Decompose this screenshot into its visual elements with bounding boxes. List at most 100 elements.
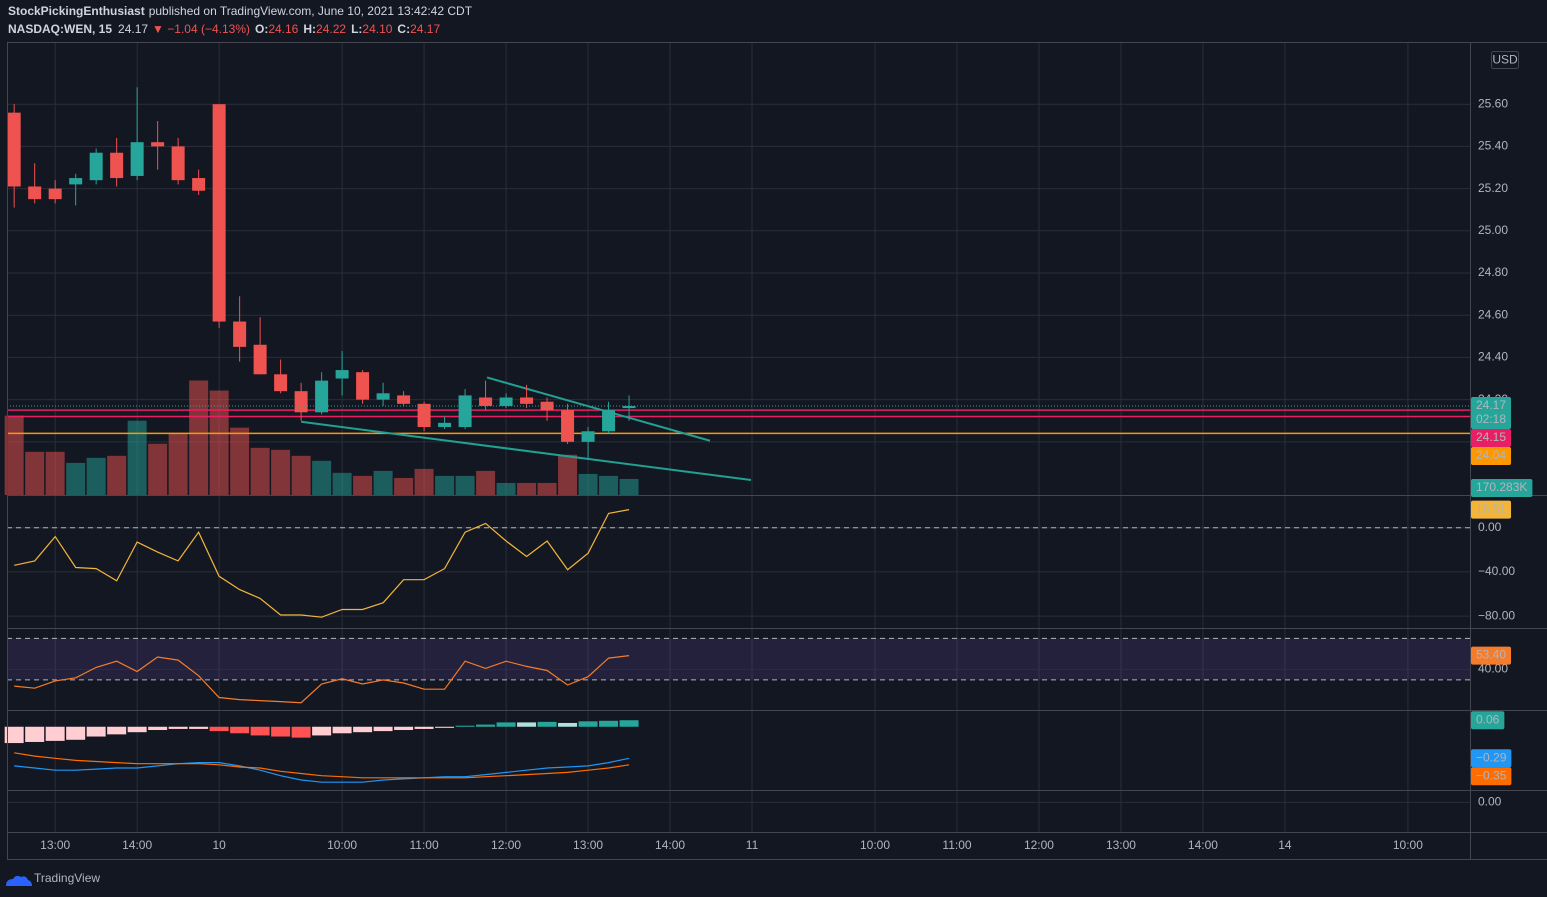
histogram-bar — [209, 726, 229, 732]
candle-body — [581, 431, 595, 442]
x-tick-label: 14:00 — [655, 838, 685, 852]
volume-bar — [599, 475, 619, 495]
x-tick-label: 13:00 — [573, 838, 603, 852]
trend-line — [486, 376, 711, 442]
volume-bar — [291, 455, 311, 495]
volume-bar — [189, 380, 209, 495]
quote-line: NASDAQ:WEN, 15 24.17 ▼ −1.04 (−4.13%) O:24.… — [8, 22, 440, 36]
volume-bar — [209, 390, 229, 495]
histogram-bar — [599, 720, 619, 727]
price-badge — [1471, 767, 1512, 786]
y-tick-label: 24.60 — [1478, 307, 1508, 321]
volume-bar — [271, 449, 291, 495]
volume-bar — [25, 451, 45, 495]
candle-body — [110, 152, 124, 179]
axis-labels: 13:00 14:00 10 10:00 11:00 12:00 13:00 14:00 11 1… — [40, 96, 1533, 852]
volume-bar — [394, 477, 414, 495]
header-line: StockPickingEnthusiast published on Tradi… — [8, 4, 473, 18]
histogram-bar — [312, 726, 332, 736]
logo — [6, 875, 32, 886]
histogram-bar — [168, 726, 188, 729]
grid — [7, 43, 1470, 832]
x-tick-label: 14:00 — [1188, 838, 1218, 852]
candle-body — [417, 403, 431, 428]
ohlc-label: O: — [255, 22, 268, 36]
histogram-bar — [25, 726, 45, 742]
candle-body — [458, 395, 472, 428]
candle-body — [376, 393, 390, 400]
ohlc-value: 24.16 — [268, 22, 298, 36]
badge-label: −0.35 — [1476, 768, 1507, 782]
brand: TradingView — [34, 871, 100, 885]
candle-body — [602, 410, 616, 432]
badge-label: 24.04 — [1476, 448, 1506, 462]
histogram-bar — [230, 726, 250, 734]
indicator-line — [14, 757, 630, 783]
price-badge — [1471, 478, 1533, 497]
candle-body — [171, 146, 185, 181]
x-tick-label: 10:00 — [1393, 838, 1423, 852]
volume-bar — [517, 482, 537, 495]
y-tick-label: 25.00 — [1478, 223, 1508, 237]
indicator-line — [14, 752, 630, 779]
y-tick-label: 25.20 — [1478, 181, 1508, 195]
price-badge — [1471, 446, 1512, 465]
ohlc-value: 24.10 — [362, 22, 392, 36]
y-tick-label: −80.00 — [1478, 608, 1515, 622]
badge-label: 24.17 — [1476, 398, 1506, 412]
badge-label: −0.29 — [1476, 750, 1507, 764]
candle-body — [397, 395, 411, 404]
candle-body — [233, 321, 247, 347]
volume-bar — [414, 468, 434, 495]
badge-label: 24.15 — [1476, 430, 1506, 444]
histogram-bar — [373, 726, 393, 732]
x-tick-label: 11 — [746, 838, 759, 852]
histogram-bar — [353, 726, 373, 733]
volume-bar — [373, 470, 393, 495]
histogram-bar — [107, 726, 127, 735]
candle-body — [69, 178, 83, 185]
price-badge — [1471, 500, 1512, 519]
currency-box[interactable] — [1491, 51, 1519, 69]
candle-body — [438, 422, 452, 428]
logo-icon — [6, 875, 32, 886]
badge-label: 0.06 — [1476, 712, 1500, 726]
candle-body — [499, 397, 513, 406]
y-tick-label: 0.00 — [1478, 795, 1502, 809]
ohlc-value: 24.22 — [316, 22, 346, 36]
x-tick-label: 12:00 — [1024, 838, 1054, 852]
ohlc-label: C: — [397, 22, 410, 36]
volume-bar — [476, 470, 496, 495]
x-tick-label: 11:00 — [942, 838, 971, 852]
histogram-bar — [4, 726, 24, 744]
candle-body — [151, 142, 165, 147]
candle-body — [561, 410, 575, 442]
last-price: 24.17 — [118, 22, 148, 36]
volume-bar — [127, 420, 147, 495]
x-tick-label: 10:00 — [327, 838, 357, 852]
author: StockPickingEnthusiast — [8, 4, 145, 18]
price-badge — [1471, 428, 1512, 447]
volume-bar — [332, 472, 352, 495]
volume-bar — [45, 451, 65, 495]
indicator-line — [14, 509, 630, 618]
currency[interactable]: USD — [1492, 53, 1518, 67]
volume-bar — [312, 460, 332, 495]
published: published on TradingView.com, June 10, 2… — [149, 4, 473, 18]
histogram-bar — [476, 724, 496, 727]
pane-borders — [7, 42, 1547, 860]
y-tick-label: 0.00 — [1478, 520, 1502, 534]
histogram-bar — [414, 726, 434, 729]
histogram-bar — [435, 726, 455, 728]
volume-bar — [66, 462, 86, 495]
badge-label: 16.51 — [1476, 502, 1506, 516]
ohlc-label: H: — [303, 22, 316, 36]
histogram-bar — [558, 722, 578, 727]
histogram-bar — [250, 726, 270, 736]
x-tick-label: 10:00 — [860, 838, 890, 852]
volume-bar — [455, 475, 475, 495]
badge-label: 170.283K — [1476, 480, 1527, 494]
histogram-bar — [291, 726, 311, 738]
x-tick-label: 14:00 — [122, 838, 152, 852]
